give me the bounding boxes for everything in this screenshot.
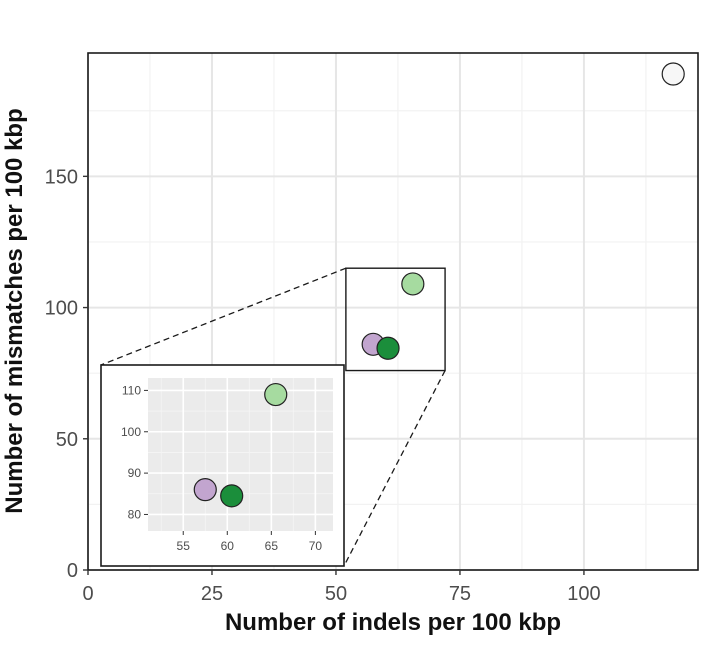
main-plot-panel bbox=[87, 52, 699, 571]
inset-y-tick-label: 90 bbox=[128, 466, 142, 480]
y-tick-label: 0 bbox=[67, 560, 78, 582]
inset-data-point bbox=[220, 484, 244, 508]
inset-data-point bbox=[193, 478, 217, 502]
x-tick-label: 50 bbox=[325, 583, 347, 605]
zoom-region-box bbox=[345, 267, 446, 372]
data-point bbox=[661, 62, 685, 86]
inset-plot-panel bbox=[148, 378, 333, 531]
x-tick-label: 25 bbox=[201, 583, 223, 605]
y-tick-label: 150 bbox=[45, 166, 78, 188]
y-tick-label: 50 bbox=[56, 429, 78, 451]
inset-x-tick-label: 55 bbox=[177, 539, 191, 553]
x-axis-title: Number of indels per 100 kbp bbox=[225, 609, 561, 636]
zoom-connector bbox=[100, 267, 446, 567]
x-tick-label: 100 bbox=[567, 583, 600, 605]
main-tick-labels: 0 25 50 75 100 0 50 100 150 bbox=[45, 166, 601, 605]
x-tick-label: 75 bbox=[449, 583, 471, 605]
data-point bbox=[401, 272, 425, 296]
zoom-connector-line bbox=[100, 267, 347, 366]
inset-x-tick-label: 70 bbox=[309, 539, 323, 553]
data-point bbox=[376, 336, 400, 360]
inset-y-tick-label: 110 bbox=[122, 383, 141, 397]
inset-plot: 55 60 65 70 80 90 100 110 bbox=[100, 364, 345, 567]
y-tick-label: 100 bbox=[45, 298, 78, 320]
main-points bbox=[361, 62, 685, 360]
inset-y-tick-label: 80 bbox=[128, 507, 142, 521]
inset-y-tick-label: 100 bbox=[121, 425, 141, 439]
zoom-connector-line bbox=[343, 370, 446, 567]
y-axis-title: Number of mismatches per 100 kbp bbox=[1, 108, 28, 513]
x-tick-label: 0 bbox=[82, 583, 93, 605]
inset-x-tick-label: 60 bbox=[221, 539, 235, 553]
inset-data-point bbox=[264, 382, 288, 407]
inset-x-tick-label: 65 bbox=[265, 539, 279, 553]
